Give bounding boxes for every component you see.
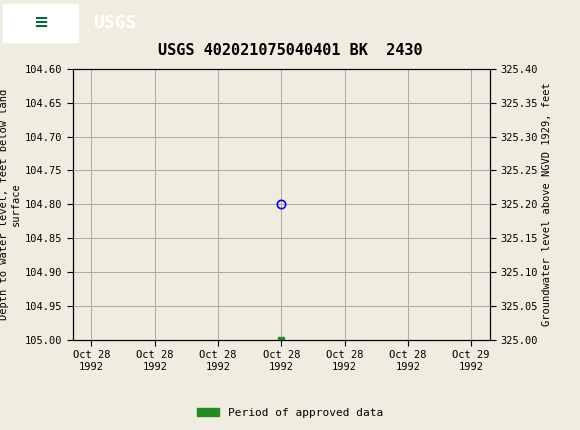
Text: USGS 402021075040401 BK  2430: USGS 402021075040401 BK 2430: [158, 43, 422, 58]
Y-axis label: Depth to water level, feet below land
surface: Depth to water level, feet below land su…: [0, 89, 20, 320]
FancyBboxPatch shape: [3, 3, 78, 42]
Y-axis label: Groundwater level above NGVD 1929, feet: Groundwater level above NGVD 1929, feet: [542, 83, 552, 326]
Text: USGS: USGS: [93, 14, 136, 31]
Text: ≡: ≡: [33, 14, 48, 31]
Legend: Period of approved data: Period of approved data: [193, 403, 387, 422]
